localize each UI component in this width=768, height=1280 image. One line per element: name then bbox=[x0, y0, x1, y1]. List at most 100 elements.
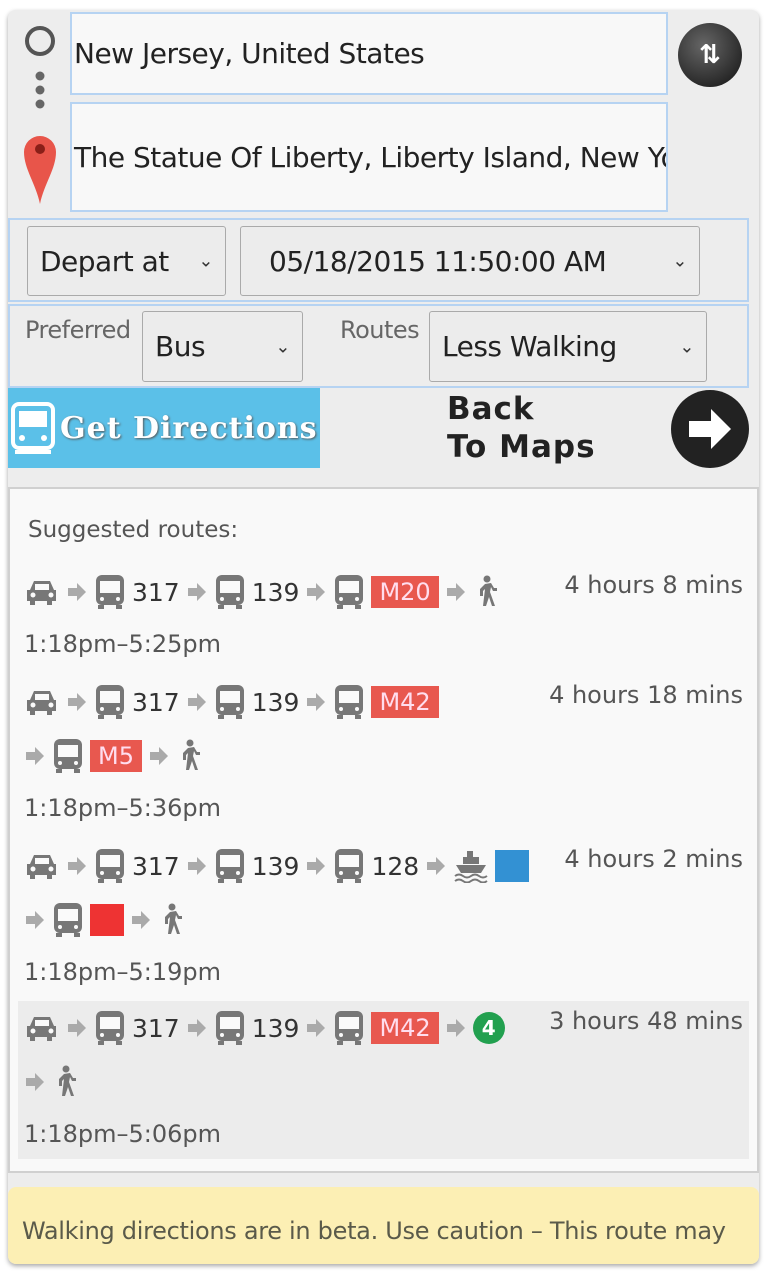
arrow-icon bbox=[445, 581, 467, 603]
route-time-range: 1:18pm–5:36pm bbox=[24, 794, 222, 822]
chevron-down-icon: ⌄ bbox=[679, 336, 694, 357]
route-badge: M20 bbox=[371, 576, 439, 608]
routes-label: Routes bbox=[340, 316, 420, 344]
route-duration: 4 hours 8 mins bbox=[564, 571, 743, 599]
chevron-down-icon: ⌄ bbox=[198, 250, 213, 272]
train-icon bbox=[11, 402, 55, 454]
arrow-icon bbox=[305, 1017, 327, 1039]
datetime-select[interactable]: 05/18/2015 11:50:00 AM ⌄ bbox=[240, 226, 700, 296]
subway-line-badge: 4 bbox=[472, 1012, 505, 1044]
arrow-right-circle-icon bbox=[671, 390, 749, 468]
time-mode-select[interactable]: Depart at ⌄ bbox=[27, 226, 226, 296]
chevron-down-icon: ⌄ bbox=[672, 250, 687, 272]
arrow-icon bbox=[24, 745, 46, 767]
bus-icon bbox=[333, 1010, 365, 1046]
swap-button[interactable]: ⇅ bbox=[678, 23, 742, 87]
bus-icon bbox=[214, 848, 246, 884]
arrow-icon bbox=[130, 909, 152, 931]
bus-icon bbox=[333, 574, 365, 610]
route-steps: 317 139 M20 bbox=[24, 565, 743, 619]
route-number: 139 bbox=[251, 687, 300, 717]
to-maps-label: To Maps bbox=[447, 429, 596, 465]
route-steps: 317 139 M42 4 bbox=[24, 1001, 743, 1055]
routes-preference-select[interactable]: Less Walking ⌄ bbox=[429, 311, 707, 382]
arrow-icon bbox=[66, 691, 88, 713]
car-icon bbox=[24, 577, 60, 607]
line-color-swatch bbox=[495, 850, 530, 882]
preferences-row: Preferred Bus ⌄ Routes Less Walking ⌄ bbox=[8, 304, 749, 388]
route-option[interactable]: 4 hours 2 mins 317 139 128 1:18pm–5:19pm bbox=[18, 839, 749, 997]
back-label: Back bbox=[447, 391, 535, 427]
back-to-maps-button[interactable]: Back To Maps bbox=[445, 388, 751, 468]
bus-icon bbox=[94, 684, 126, 720]
arrow-icon bbox=[305, 855, 327, 877]
bus-icon bbox=[333, 684, 365, 720]
route-number: 317 bbox=[132, 577, 180, 607]
route-markers-icon bbox=[24, 26, 56, 204]
destination-input[interactable]: The Statue Of Liberty, Liberty Island, N… bbox=[70, 102, 668, 212]
arrow-icon bbox=[186, 691, 208, 713]
arrow-icon bbox=[186, 1017, 208, 1039]
time-row: Depart at ⌄ 05/18/2015 11:50:00 AM ⌄ bbox=[8, 218, 749, 302]
route-time-range: 1:18pm–5:19pm bbox=[24, 958, 222, 986]
walk-icon bbox=[473, 575, 497, 609]
arrow-icon bbox=[425, 855, 447, 877]
car-icon bbox=[24, 851, 60, 881]
route-number: 139 bbox=[251, 1013, 300, 1043]
preferred-mode-select[interactable]: Bus ⌄ bbox=[142, 311, 303, 382]
route-badge: M42 bbox=[371, 686, 439, 718]
get-directions-label: Get Directions bbox=[60, 410, 318, 446]
route-steps: 317 139 128 bbox=[24, 839, 743, 893]
routes-preference-value: Less Walking bbox=[442, 330, 617, 363]
arrow-icon bbox=[24, 1071, 46, 1093]
route-duration: 3 hours 48 mins bbox=[549, 1007, 743, 1035]
route-steps: 317 139 M42 bbox=[24, 675, 743, 729]
bus-icon bbox=[214, 684, 246, 720]
route-option[interactable]: 3 hours 48 mins 317 139 M42 4 1:18pm–5:06pm bbox=[18, 1001, 749, 1159]
walk-icon bbox=[176, 739, 200, 773]
route-steps bbox=[24, 1055, 743, 1109]
route-number: 139 bbox=[251, 851, 300, 881]
bus-icon bbox=[214, 1010, 246, 1046]
arrow-icon bbox=[445, 1017, 467, 1039]
route-option[interactable]: 4 hours 18 mins 317 139 M42 M5 1:18pm–5:36pm bbox=[18, 675, 749, 833]
route-option[interactable]: 4 hours 8 mins 317 139 M20 1:18pm–5:25pm bbox=[18, 565, 749, 669]
preferred-label: Preferred bbox=[25, 316, 131, 344]
arrow-icon bbox=[66, 855, 88, 877]
swap-arrows-icon: ⇅ bbox=[699, 40, 721, 70]
preferred-mode-value: Bus bbox=[155, 330, 206, 363]
arrow-icon bbox=[186, 581, 208, 603]
arrow-icon bbox=[148, 745, 170, 767]
route-steps: M5 bbox=[24, 729, 743, 783]
directions-panel: New Jersey, United States The Statue Of … bbox=[8, 10, 759, 1264]
bus-icon bbox=[94, 1010, 126, 1046]
origin-input[interactable]: New Jersey, United States bbox=[70, 12, 668, 95]
route-time-range: 1:18pm–5:25pm bbox=[24, 630, 222, 658]
arrow-icon bbox=[66, 1017, 88, 1039]
route-number: 317 bbox=[132, 1013, 180, 1043]
chevron-down-icon: ⌄ bbox=[275, 336, 290, 357]
arrow-icon bbox=[66, 581, 88, 603]
ferry-icon bbox=[453, 849, 489, 883]
bus-icon bbox=[52, 738, 84, 774]
route-duration: 4 hours 18 mins bbox=[549, 681, 743, 709]
bus-icon bbox=[94, 848, 126, 884]
arrow-icon bbox=[305, 581, 327, 603]
bus-icon bbox=[52, 902, 84, 938]
walk-icon bbox=[158, 903, 182, 937]
bus-icon bbox=[333, 848, 365, 884]
datetime-value: 05/18/2015 11:50:00 AM bbox=[269, 244, 607, 278]
get-directions-button[interactable]: Get Directions bbox=[8, 388, 320, 468]
line-color-swatch bbox=[90, 904, 124, 936]
walking-warning: Walking directions are in beta. Use caut… bbox=[8, 1187, 759, 1264]
route-badge: M5 bbox=[90, 740, 142, 772]
arrow-icon bbox=[24, 909, 46, 931]
suggested-routes-heading: Suggested routes: bbox=[28, 517, 239, 543]
route-number: 128 bbox=[371, 851, 420, 881]
bus-icon bbox=[214, 574, 246, 610]
route-badge: M42 bbox=[371, 1012, 439, 1044]
time-mode-value: Depart at bbox=[40, 244, 169, 278]
route-number: 317 bbox=[132, 851, 180, 881]
route-number: 139 bbox=[251, 577, 300, 607]
route-time-range: 1:18pm–5:06pm bbox=[24, 1120, 222, 1148]
